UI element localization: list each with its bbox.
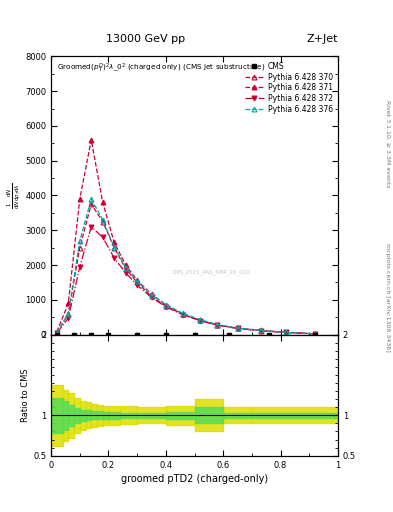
Y-axis label: $\mathrm{mathrm\,d}^2N$
$\mathrm{mathrm\,d}p_T\,\mathrm{mathrm\,d\,lambda}$

$\f: $\mathrm{mathrm\,d}^2N$ $\mathrm{mathrm\… [0, 139, 22, 252]
Pythia 6.428 372 [284, 329, 289, 335]
Pythia 6.428 372 [215, 322, 220, 328]
Text: Rivet 3.1.10, ≥ 3.3M events: Rivet 3.1.10, ≥ 3.3M events [386, 99, 390, 187]
Pythia 6.428 371 [215, 322, 220, 328]
Pythia 6.428 371 [198, 317, 203, 324]
Pythia 6.428 371 [100, 199, 105, 205]
Pythia 6.428 370 [163, 303, 168, 309]
Pythia 6.428 376 [89, 196, 94, 202]
Pythia 6.428 376 [135, 279, 140, 285]
Pythia 6.428 371 [66, 300, 71, 306]
Line: Pythia 6.428 371: Pythia 6.428 371 [54, 137, 318, 336]
Pythia 6.428 371 [235, 325, 240, 331]
Pythia 6.428 372 [149, 294, 154, 301]
Legend: CMS, Pythia 6.428 370, Pythia 6.428 371, Pythia 6.428 372, Pythia 6.428 376: CMS, Pythia 6.428 370, Pythia 6.428 371,… [243, 60, 334, 116]
Pythia 6.428 372 [135, 282, 140, 288]
Text: CMS_2021_PAS_SMP_20_010: CMS_2021_PAS_SMP_20_010 [172, 269, 250, 275]
Pythia 6.428 370 [284, 329, 289, 335]
Pythia 6.428 371 [163, 302, 168, 308]
Pythia 6.428 371 [149, 291, 154, 297]
Pythia 6.428 372 [89, 224, 94, 230]
Pythia 6.428 376 [123, 264, 128, 270]
Pythia 6.428 370 [235, 325, 240, 331]
Pythia 6.428 371 [258, 328, 263, 334]
Pythia 6.428 371 [123, 262, 128, 268]
Pythia 6.428 370 [181, 311, 185, 317]
Y-axis label: Ratio to CMS: Ratio to CMS [21, 368, 30, 422]
Pythia 6.428 376 [215, 322, 220, 328]
Pythia 6.428 376 [112, 244, 117, 250]
Pythia 6.428 376 [181, 310, 185, 316]
Pythia 6.428 371 [135, 278, 140, 284]
Pythia 6.428 370 [198, 317, 203, 324]
Pythia 6.428 370 [77, 245, 82, 251]
Pythia 6.428 376 [77, 238, 82, 244]
Text: mcplots.cern.ch [arXiv:1306.3436]: mcplots.cern.ch [arXiv:1306.3436] [386, 243, 390, 351]
CMS [313, 332, 318, 338]
CMS [227, 332, 231, 338]
Pythia 6.428 371 [112, 240, 117, 246]
Pythia 6.428 376 [284, 329, 289, 335]
Pythia 6.428 370 [66, 311, 71, 317]
Pythia 6.428 372 [181, 312, 185, 318]
CMS [135, 332, 140, 338]
Pythia 6.428 370 [149, 293, 154, 300]
Text: 13000 GeV pp: 13000 GeV pp [106, 33, 185, 44]
Pythia 6.428 372 [112, 255, 117, 261]
Pythia 6.428 370 [313, 331, 318, 337]
Text: Z+Jet: Z+Jet [307, 33, 338, 44]
Pythia 6.428 370 [123, 266, 128, 272]
Pythia 6.428 372 [100, 234, 105, 240]
Pythia 6.428 371 [89, 137, 94, 143]
Pythia 6.428 372 [235, 326, 240, 332]
CMS [192, 332, 197, 338]
Pythia 6.428 372 [55, 330, 59, 336]
Pythia 6.428 376 [235, 325, 240, 331]
Text: Groomed$(p_T^D)^2\lambda\_0^2$ (charged only) (CMS jet substructure): Groomed$(p_T^D)^2\lambda\_0^2$ (charged … [57, 62, 265, 75]
Pythia 6.428 371 [77, 196, 82, 202]
Pythia 6.428 372 [198, 317, 203, 324]
Pythia 6.428 372 [123, 270, 128, 276]
CMS [163, 332, 168, 338]
Pythia 6.428 370 [258, 327, 263, 333]
Pythia 6.428 376 [198, 316, 203, 323]
CMS [55, 332, 59, 338]
Pythia 6.428 372 [163, 304, 168, 310]
Pythia 6.428 376 [313, 331, 318, 337]
Pythia 6.428 372 [66, 315, 71, 321]
Line: Pythia 6.428 372: Pythia 6.428 372 [54, 224, 318, 336]
Pythia 6.428 370 [55, 330, 59, 336]
Pythia 6.428 371 [313, 331, 318, 337]
Pythia 6.428 370 [112, 245, 117, 251]
Pythia 6.428 372 [77, 264, 82, 270]
Pythia 6.428 371 [55, 329, 59, 335]
CMS [89, 332, 94, 338]
Pythia 6.428 376 [149, 291, 154, 297]
Line: Pythia 6.428 376: Pythia 6.428 376 [54, 197, 318, 336]
Pythia 6.428 376 [66, 311, 71, 317]
Pythia 6.428 370 [100, 219, 105, 225]
Pythia 6.428 370 [89, 201, 94, 207]
Pythia 6.428 376 [100, 217, 105, 223]
Pythia 6.428 376 [258, 327, 263, 333]
Pythia 6.428 370 [215, 322, 220, 328]
Pythia 6.428 370 [135, 280, 140, 286]
CMS [106, 332, 111, 338]
Line: CMS: CMS [54, 332, 318, 337]
Pythia 6.428 371 [181, 311, 185, 317]
Pythia 6.428 376 [55, 330, 59, 336]
CMS [72, 332, 76, 338]
Line: Pythia 6.428 370: Pythia 6.428 370 [54, 202, 318, 336]
CMS [267, 332, 272, 338]
X-axis label: groomed pTD2 (charged-only): groomed pTD2 (charged-only) [121, 474, 268, 484]
Pythia 6.428 371 [284, 329, 289, 335]
Pythia 6.428 372 [258, 328, 263, 334]
Pythia 6.428 376 [163, 302, 168, 308]
Pythia 6.428 372 [313, 331, 318, 337]
